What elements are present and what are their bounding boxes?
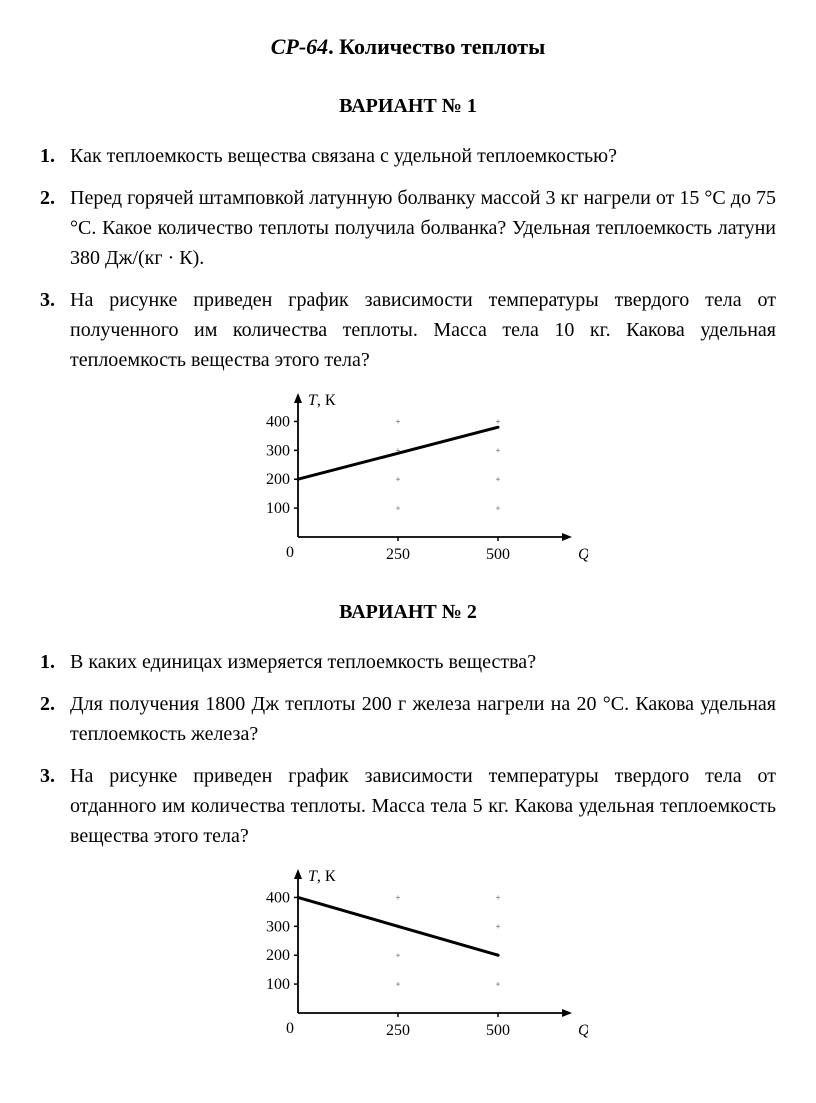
svg-text:250: 250 [386, 546, 410, 563]
question-number: 3. [40, 285, 70, 375]
question-text: На рисунке приведен график зависимости т… [70, 285, 776, 375]
svg-text:Q, кДж: Q, кДж [578, 1022, 588, 1039]
question-text: Как теплоемкость вещества связана с удел… [70, 141, 776, 171]
question-number: 2. [40, 183, 70, 273]
svg-text:T, К: T, К [308, 868, 336, 885]
svg-text:0: 0 [286, 544, 294, 561]
list-item: 3. На рисунке приведен график зависимост… [40, 761, 776, 851]
list-item: 2. Перед горячей штамповкой латунную бол… [40, 183, 776, 273]
svg-text:200: 200 [266, 471, 290, 488]
svg-text:500: 500 [486, 1022, 510, 1039]
variant-1-chart: 100 200 300 400 250 500 0 T, К Q, кДж [228, 387, 588, 567]
list-item: 3. На рисунке приведен график зависимост… [40, 285, 776, 375]
svg-text:200: 200 [266, 947, 290, 964]
svg-text:250: 250 [386, 1022, 410, 1039]
list-item: 1. В каких единицах измеряется теплоемко… [40, 647, 776, 677]
variant-2-questions: 1. В каких единицах измеряется теплоемко… [40, 647, 776, 851]
variant-1-chart-wrap: 100 200 300 400 250 500 0 T, К Q, кДж [40, 387, 776, 567]
variant-1-title: ВАРИАНТ № 1 [40, 91, 776, 121]
question-text: В каких единицах измеряется теплоемкость… [70, 647, 776, 677]
question-number: 3. [40, 761, 70, 851]
variant-2-chart-wrap: 100 200 300 400 250 500 0 T, К Q, кДж [40, 863, 776, 1043]
question-number: 1. [40, 647, 70, 677]
question-text: На рисунке приведен график зависимости т… [70, 761, 776, 851]
page-label: СР-64 [271, 34, 328, 59]
question-number: 1. [40, 141, 70, 171]
list-item: 1. Как теплоемкость вещества связана с у… [40, 141, 776, 171]
variant-1-questions: 1. Как теплоемкость вещества связана с у… [40, 141, 776, 375]
svg-text:0: 0 [286, 1020, 294, 1037]
svg-text:T, К: T, К [308, 392, 336, 409]
variant-2-chart: 100 200 300 400 250 500 0 T, К Q, кДж [228, 863, 588, 1043]
question-number: 2. [40, 689, 70, 749]
page-title: СР-64. Количество теплоты [40, 30, 776, 63]
list-item: 2. Для получения 1800 Дж теплоты 200 г ж… [40, 689, 776, 749]
svg-text:100: 100 [266, 500, 290, 517]
question-text: Перед горячей штамповкой латунную болван… [70, 183, 776, 273]
svg-text:300: 300 [266, 442, 290, 459]
page-heading: Количество теплоты [339, 34, 545, 59]
svg-text:Q, кДж: Q, кДж [578, 546, 588, 563]
svg-text:300: 300 [266, 918, 290, 935]
variant-2-title: ВАРИАНТ № 2 [40, 597, 776, 627]
question-text: Для получения 1800 Дж теплоты 200 г желе… [70, 689, 776, 749]
svg-text:100: 100 [266, 976, 290, 993]
svg-text:400: 400 [266, 413, 290, 430]
svg-text:400: 400 [266, 889, 290, 906]
svg-text:500: 500 [486, 546, 510, 563]
